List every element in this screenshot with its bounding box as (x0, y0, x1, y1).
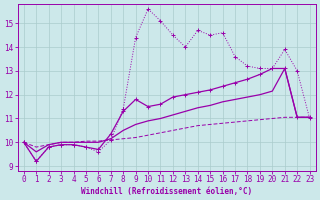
X-axis label: Windchill (Refroidissement éolien,°C): Windchill (Refroidissement éolien,°C) (81, 187, 252, 196)
